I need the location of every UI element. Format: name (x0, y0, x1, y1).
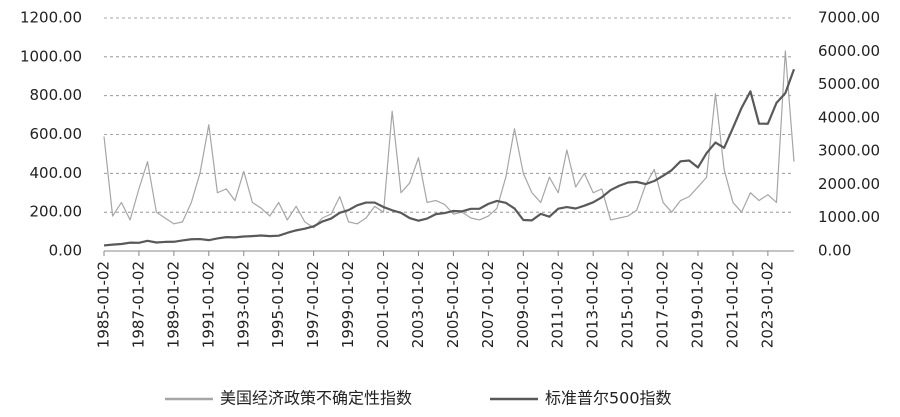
y-tick-label: 1200.00 (20, 9, 82, 27)
x-tick-label: 2011-01-02 (549, 261, 567, 348)
y-tick-label: 400.00 (30, 164, 83, 182)
y2-tick-label: 1000.00 (818, 208, 880, 226)
y2-tick-label: 3000.00 (818, 142, 880, 160)
x-tick-label: 2023-01-02 (758, 261, 776, 348)
y2-tick-label: 5000.00 (818, 75, 880, 93)
y2-tick-label: 6000.00 (818, 42, 880, 60)
y-tick-label: 800.00 (30, 86, 83, 104)
series-line (103, 50, 795, 229)
x-tick-label: 1987-01-02 (129, 261, 147, 348)
x-tick-label: 2003-01-02 (409, 261, 427, 348)
y-tick-label: 200.00 (30, 203, 83, 221)
series-line (103, 68, 796, 247)
x-tick-label: 1985-01-02 (95, 261, 113, 348)
x-tick-label: 2001-01-02 (374, 261, 392, 348)
x-tick-label: 2013-01-02 (584, 261, 602, 348)
x-tick-label: 1993-01-02 (234, 261, 252, 348)
x-tick-label: 1999-01-02 (339, 261, 357, 348)
y2-tick-label: 4000.00 (818, 108, 880, 126)
y-tick-label: 1000.00 (20, 47, 82, 65)
y-tick-label: 600.00 (30, 125, 83, 143)
legend-label: 标准普尔500指数 (545, 389, 672, 408)
x-tick-label: 2005-01-02 (444, 261, 462, 348)
x-tick-label: 1997-01-02 (304, 261, 322, 348)
y2-tick-label: 2000.00 (818, 175, 880, 193)
y-tick-label: 0.00 (49, 242, 82, 260)
x-tick-label: 2019-01-02 (688, 261, 706, 348)
y2-tick-label: 0.00 (818, 242, 851, 260)
x-tick-label: 2015-01-02 (619, 261, 637, 348)
x-tick-label: 2009-01-02 (514, 261, 532, 348)
x-tick-label: 2017-01-02 (654, 261, 672, 348)
y2-tick-label: 7000.00 (818, 9, 880, 27)
x-tick-label: 1995-01-02 (269, 261, 287, 348)
legend-label: 美国经济政策不确定性指数 (220, 389, 412, 408)
x-tick-label: 1991-01-02 (199, 261, 217, 348)
x-tick-label: 2007-01-02 (479, 261, 497, 348)
x-tick-label: 2021-01-02 (723, 261, 741, 348)
x-tick-label: 1989-01-02 (164, 261, 182, 348)
